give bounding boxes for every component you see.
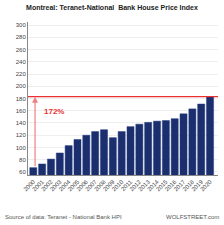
svg-text:140: 140 — [16, 120, 27, 126]
svg-text:200: 200 — [16, 83, 27, 89]
svg-text:2014: 2014 — [146, 178, 160, 192]
svg-text:2002: 2002 — [40, 178, 54, 192]
svg-text:2008: 2008 — [93, 178, 107, 192]
svg-text:220: 220 — [16, 71, 27, 77]
svg-text:260: 260 — [16, 47, 27, 53]
svg-text:180: 180 — [16, 96, 27, 102]
svg-text:WOLFSTREET.com: WOLFSTREET.com — [166, 214, 219, 220]
svg-text:Source of data: Teranet - Nati: Source of data: Teranet - National Bank … — [5, 214, 122, 220]
svg-text:2011: 2011 — [120, 178, 134, 192]
svg-text:280: 280 — [16, 34, 27, 40]
svg-text:100: 100 — [16, 145, 27, 151]
svg-text:172%: 172% — [44, 107, 64, 116]
svg-text:240: 240 — [16, 59, 27, 65]
svg-text:2019: 2019 — [190, 178, 204, 192]
svg-text:2009: 2009 — [102, 178, 116, 192]
svg-text:2016: 2016 — [164, 178, 178, 192]
svg-text:2018: 2018 — [182, 178, 196, 192]
svg-text:80: 80 — [19, 157, 26, 163]
svg-text:2013: 2013 — [137, 178, 151, 192]
svg-text:2007: 2007 — [84, 178, 98, 192]
svg-text:60: 60 — [19, 169, 26, 175]
svg-text:2020: 2020 — [199, 178, 213, 192]
svg-text:120: 120 — [16, 132, 27, 138]
svg-text:2017: 2017 — [173, 178, 187, 192]
svg-text:2006: 2006 — [75, 178, 89, 192]
svg-text:2010: 2010 — [111, 178, 125, 192]
svg-text:Montreal: Teranet-National Ba: Montreal: Teranet-National Bank House Pr… — [26, 4, 198, 11]
svg-text:160: 160 — [16, 108, 27, 114]
svg-text:2000: 2000 — [22, 178, 36, 192]
svg-text:2015: 2015 — [155, 178, 169, 192]
svg-text:2012: 2012 — [128, 178, 142, 192]
svg-text:2001: 2001 — [31, 178, 45, 192]
svg-text:2005: 2005 — [67, 178, 81, 192]
svg-text:300: 300 — [16, 22, 27, 28]
svg-text:2004: 2004 — [58, 178, 72, 192]
svg-text:2003: 2003 — [49, 178, 63, 192]
